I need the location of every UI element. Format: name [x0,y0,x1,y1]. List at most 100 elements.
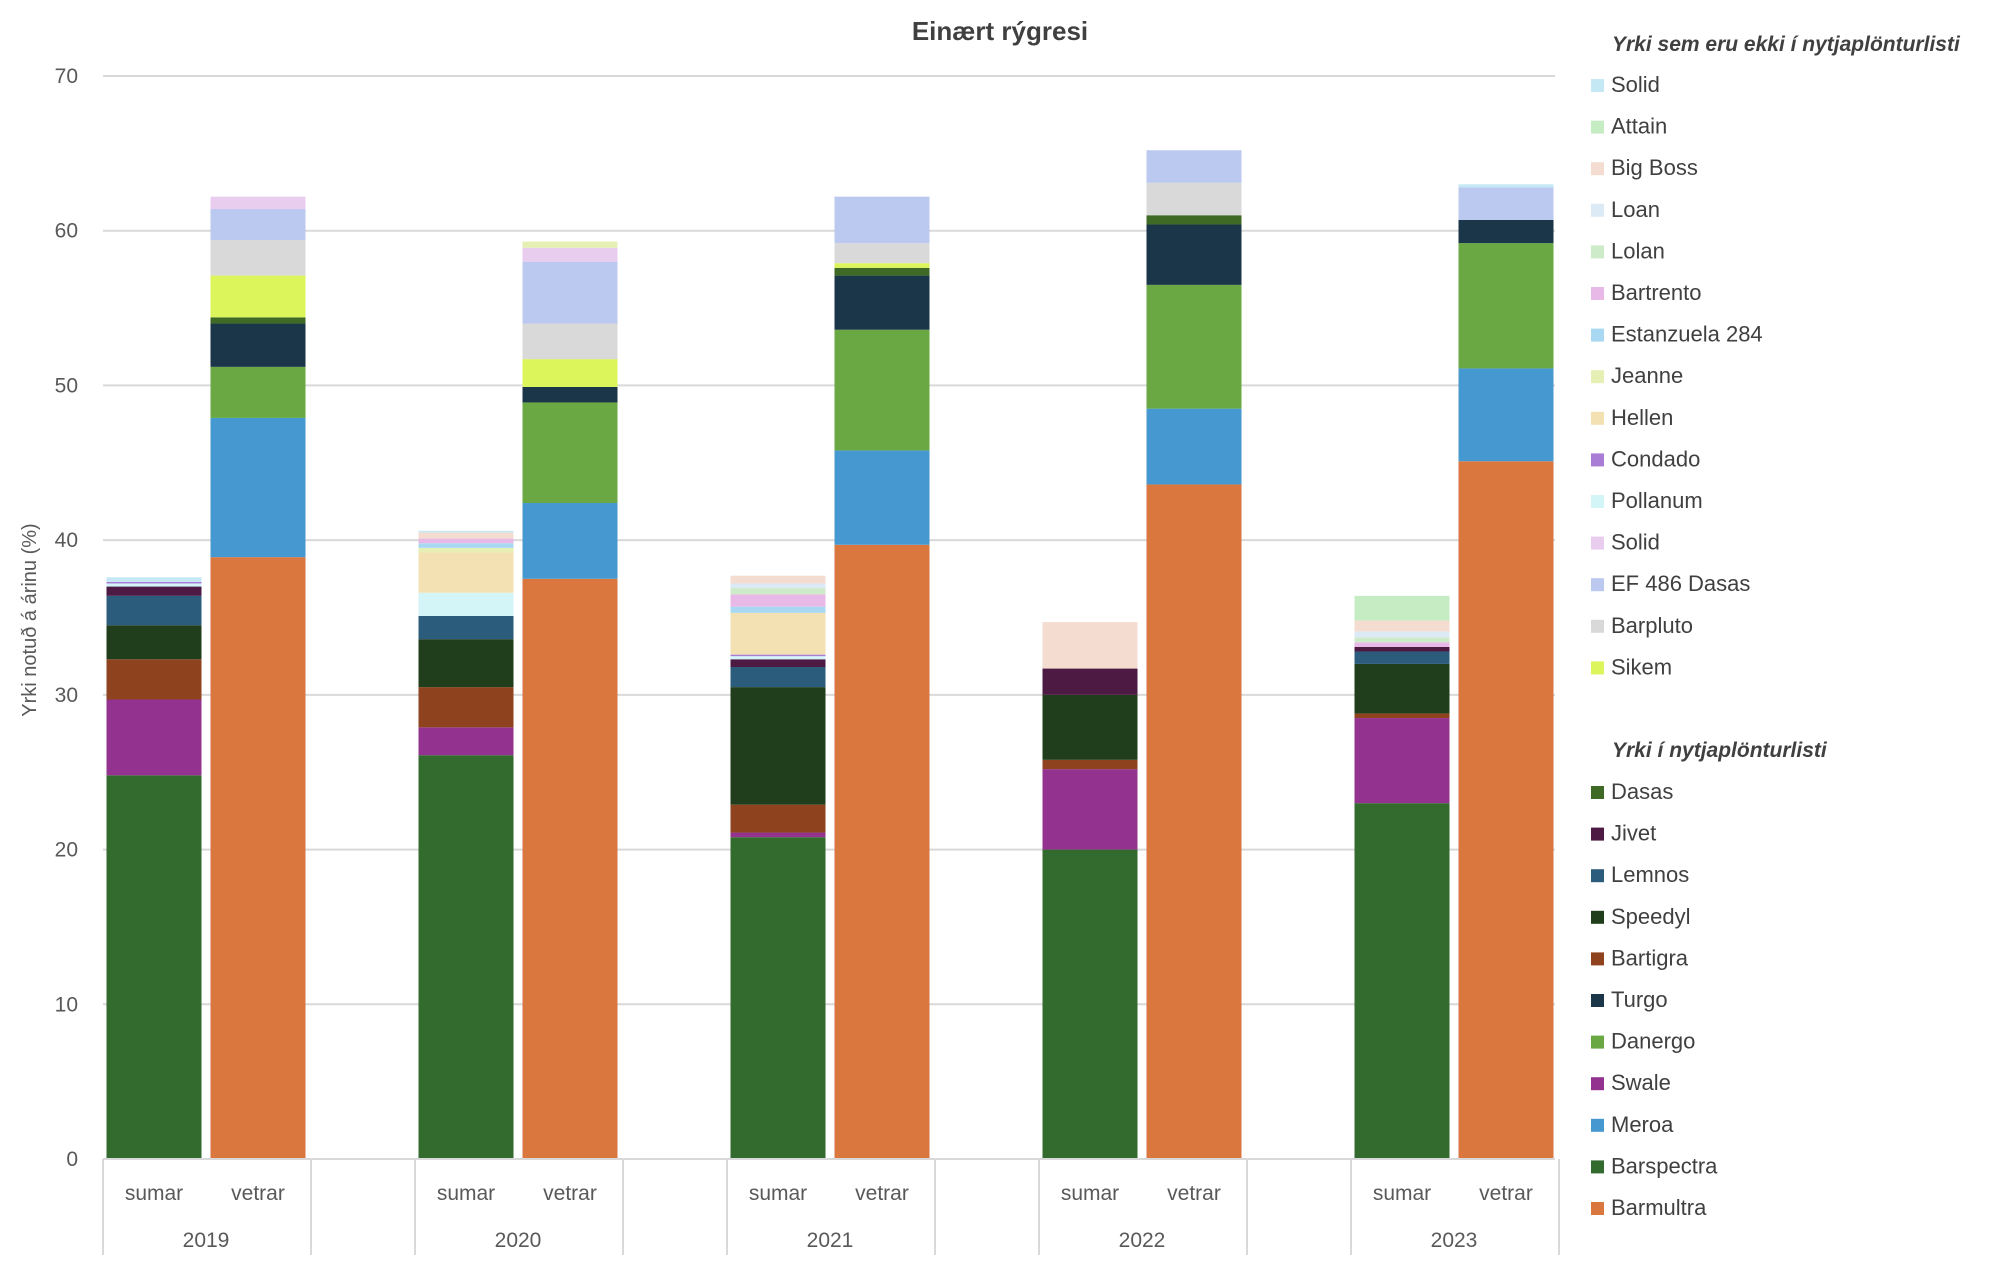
y-tick-label: 30 [55,684,78,707]
y-tick-label: 60 [55,220,78,243]
bar-segment-danergo [210,366,306,418]
bar-segment-solid [210,196,306,210]
legend-label: Hellen [1611,405,1673,430]
bar-segment-ef-486-dasas [1146,150,1242,183]
bar-segment-loan [730,583,826,589]
bar-segment-bartrento [1354,642,1450,647]
bar-segment-pollanum [418,592,514,616]
legend-swatch [1591,411,1604,425]
y-tick-label: 20 [55,839,78,862]
legend-label: Barpluto [1611,613,1693,638]
bar-segment-jeanne [418,547,514,553]
bar-segment-barpluto [210,239,306,276]
legend-swatch [1591,952,1604,966]
bar-segment-barpluto [522,323,618,360]
bar-segment-meroa [1146,408,1242,485]
bar-segment-estanzuela-284 [730,606,826,613]
bar-segment-speedyl [730,687,826,805]
legend: Yrki sem eru ekki í nytjaplönturlisti Yr… [1591,33,1961,1220]
legend-swatch [1591,1118,1604,1132]
bar-segment-solid [106,577,202,582]
x-group-label: 2022 [1119,1229,1166,1252]
bar-segment-hellen [418,552,514,593]
bar-segment-swale [730,832,826,838]
chart-title: Einært rýgresi [912,16,1088,46]
legend-label: Barmultra [1611,1195,1707,1220]
x-tick-labels: sumar vetrar sumar vetrar sumar vetrar sumar ve… [125,1182,1533,1252]
bar-segment-barspectra [1042,849,1138,1159]
legend-swatch [1591,994,1604,1007]
legend-swatch [1591,287,1604,300]
x-tick-label: vetrar [1479,1182,1533,1205]
bar-segment-barspectra [1354,803,1450,1159]
x-tick-label: vetrar [543,1182,597,1205]
x-tick-label: sumar [1373,1182,1431,1205]
legend-swatch [1591,578,1604,592]
legend-label: Jeanne [1611,363,1683,388]
bar-segment-speedyl [1354,663,1450,714]
legend-label: Estanzuela 284 [1611,322,1763,347]
bar-segment-turgo [834,275,930,330]
y-tick-labels: 0 10 20 30 40 50 60 70 [55,65,78,1171]
bar-segment-barmultra [1458,461,1554,1159]
legend-swatch [1591,869,1604,883]
legend-swatch [1591,162,1604,176]
bar-segment-lemnos [730,667,826,688]
legend-label: Bartrento [1611,280,1702,305]
bar-segment-dasas [1146,215,1242,225]
legend-label: Barspectra [1611,1153,1718,1178]
legend-label: Attain [1611,114,1667,139]
legend-label: Bartigra [1611,945,1689,970]
legend-swatch [1591,661,1604,675]
bar-segment-speedyl [106,625,202,660]
bar-segment-big-boss [418,532,514,539]
bar-segment-bartigra [1354,713,1450,719]
x-group-label: 2019 [183,1229,230,1252]
bar-segment-jivet [730,659,826,668]
legend-label: Speedyl [1611,904,1691,929]
bar-segment-ef-486-dasas [1458,187,1554,220]
y-axis-title: Yrki notuð á árinu (%) [19,523,41,716]
x-tick-label: vetrar [855,1182,909,1205]
bar-segment-barspectra [106,775,202,1159]
legend-label: Pollanum [1611,488,1703,513]
bar-segment-jivet [106,586,202,596]
bar-segment-danergo [834,329,930,451]
bar-segment-swale [1042,769,1138,850]
bar-segment-estanzuela-284 [418,543,514,548]
bar-segment-solid [418,530,514,533]
legend-label: Dasas [1611,779,1673,804]
bar-segment-loan [1354,631,1450,638]
bar-segment-danergo [1458,243,1554,369]
legend-label: Big Boss [1611,155,1698,180]
bar-segment-bartrento [418,538,514,544]
bar-segment-meroa [1458,368,1554,462]
bar-segment-meroa [522,503,618,579]
legend-swatch [1591,827,1604,841]
legend-heading-listed: Yrki í nytjaplönturlisti [1612,739,1828,762]
legend-swatch [1591,79,1604,92]
bar-segment-barmultra [1146,484,1242,1160]
bar-segment-sikem [210,275,306,318]
legend-swatch [1591,245,1604,259]
legend-swatch [1591,619,1604,633]
bar-segment-ef-486-dasas [834,196,930,244]
bar-segment-sikem [522,359,618,387]
bar-segment-meroa [834,450,930,545]
legend-label: Sikem [1611,654,1672,679]
bar-segment-jeanne [522,241,618,248]
legend-label: Jivet [1611,821,1656,846]
bar-segment-barpluto [834,243,930,264]
bar-segment-swale [106,699,202,776]
y-tick-label: 10 [55,993,78,1016]
legend-label: Meroa [1611,1112,1674,1137]
bar-segment-lemnos [106,595,202,626]
bar-stacks [106,150,1554,1160]
bar-segment-swale [1354,718,1450,804]
x-tick-label: sumar [437,1182,495,1205]
x-group-label: 2023 [1431,1229,1478,1252]
bar-segment-jivet [1354,646,1450,652]
bar-segment-ef-486-dasas [522,261,618,324]
bar-segment-big-boss [1354,620,1450,632]
bar-segment-condado [106,581,202,584]
